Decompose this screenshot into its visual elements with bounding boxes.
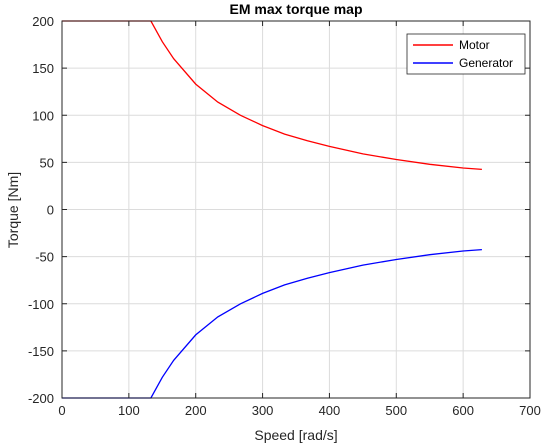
y-tick-label: -100 (28, 297, 54, 312)
x-tick-label: 300 (252, 403, 274, 418)
y-tick-label: 50 (40, 155, 54, 170)
x-axis-title: Speed [rad/s] (254, 427, 337, 443)
x-tick-label: 700 (519, 403, 541, 418)
axis-ticks (61, 20, 531, 399)
x-tick-label: 0 (58, 403, 65, 418)
y-tick-label: 100 (32, 108, 54, 123)
y-tick-label: -50 (35, 250, 54, 265)
x-tick-labels: 0 100 200 300 400 500 600 700 (58, 403, 540, 418)
y-tick-labels: -200 -150 -100 -50 0 50 100 150 200 (28, 14, 54, 406)
legend-label-motor: Motor (459, 38, 490, 52)
y-tick-label: 0 (47, 203, 54, 218)
x-tick-label: 600 (452, 403, 474, 418)
chart-title: EM max torque map (229, 1, 362, 17)
y-tick-label: -200 (28, 391, 54, 406)
x-tick-label: 400 (319, 403, 341, 418)
legend-label-generator: Generator (459, 56, 513, 70)
y-tick-label: 150 (32, 61, 54, 76)
x-tick-label: 100 (118, 403, 140, 418)
y-axis-title: Torque [Nm] (5, 172, 21, 248)
legend: Motor Generator (406, 33, 526, 75)
y-tick-label: 200 (32, 14, 54, 29)
y-tick-label: -150 (28, 344, 54, 359)
x-tick-label: 200 (185, 403, 207, 418)
legend-box (406, 33, 526, 75)
x-tick-label: 500 (385, 403, 407, 418)
